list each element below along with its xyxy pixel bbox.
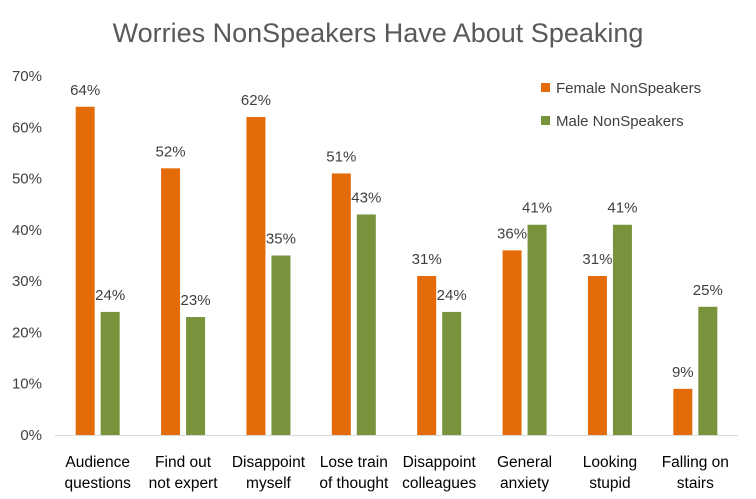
x-tick-label: Looking stupid: [583, 454, 637, 492]
bar-male-7: [698, 306, 718, 435]
x-tick-label: Audience questions: [65, 454, 132, 492]
bar-female-2: [246, 117, 266, 436]
data-label: 24%: [95, 287, 125, 304]
bar-female-3: [331, 173, 351, 435]
data-label: 41%: [522, 200, 552, 217]
data-label: 64%: [70, 82, 100, 99]
bar-male-0: [100, 311, 120, 435]
data-label: 24%: [437, 287, 467, 304]
x-tick-label: Find out not expert: [149, 454, 219, 492]
bar-male-4: [442, 311, 462, 435]
bar-female-4: [417, 276, 437, 435]
y-tick-label: 70%: [12, 68, 42, 85]
data-label: 51%: [326, 148, 356, 165]
bar-male-2: [271, 255, 291, 435]
data-labels: 64% 24% 52% 23% 62% 35% 51% 43% 31% 24% 36% 41% 31% 4…: [70, 82, 723, 381]
x-tick-label: Lose train of thought: [319, 454, 389, 492]
x-tick-label: Disappoint colleagues: [402, 454, 476, 492]
data-label: 23%: [181, 292, 211, 309]
data-label: 52%: [156, 143, 186, 160]
x-tick-label: General anxiety: [497, 454, 552, 492]
data-label: 36%: [497, 225, 527, 242]
y-tick-label: 30%: [12, 273, 42, 290]
data-label: 25%: [693, 282, 723, 299]
data-label: 9%: [672, 364, 694, 381]
bar-male-5: [527, 224, 547, 435]
legend-swatch: [541, 83, 550, 92]
bar-male-6: [612, 224, 632, 435]
bar-female-0: [75, 106, 95, 436]
bar-male-1: [186, 317, 206, 435]
bar-female-1: [161, 168, 181, 436]
bar-male-3: [356, 214, 376, 435]
x-tick-label: Falling on stairs: [662, 454, 729, 492]
bars: [75, 106, 718, 436]
y-tick-label: 20%: [12, 324, 42, 341]
chart-title: Worries NonSpeakers Have About Speaking: [113, 18, 644, 48]
y-tick-label: 60%: [12, 119, 42, 136]
bar-female-7: [673, 388, 693, 435]
x-axis: Audience questions Find out not expert Disap…: [55, 435, 738, 492]
legend-label: Male NonSpeakers: [556, 113, 684, 130]
y-axis: 0% 10% 20% 30% 40% 50% 60% 70%: [12, 68, 42, 444]
legend-swatch: [541, 116, 550, 125]
data-label: 35%: [266, 231, 296, 248]
data-label: 31%: [412, 251, 442, 268]
bar-female-5: [502, 250, 522, 435]
y-tick-label: 50%: [12, 171, 42, 188]
bar-female-6: [587, 276, 607, 435]
y-tick-label: 10%: [12, 376, 42, 393]
data-label: 41%: [607, 200, 637, 217]
data-label: 43%: [351, 189, 381, 206]
data-label: 31%: [582, 251, 612, 268]
y-tick-label: 40%: [12, 222, 42, 239]
legend: Female NonSpeakers Male NonSpeakers: [541, 80, 701, 130]
legend-label: Female NonSpeakers: [556, 80, 701, 97]
y-tick-label: 0%: [20, 427, 42, 444]
x-tick-label: Disappoint myself: [232, 454, 306, 492]
data-label: 62%: [241, 92, 271, 109]
